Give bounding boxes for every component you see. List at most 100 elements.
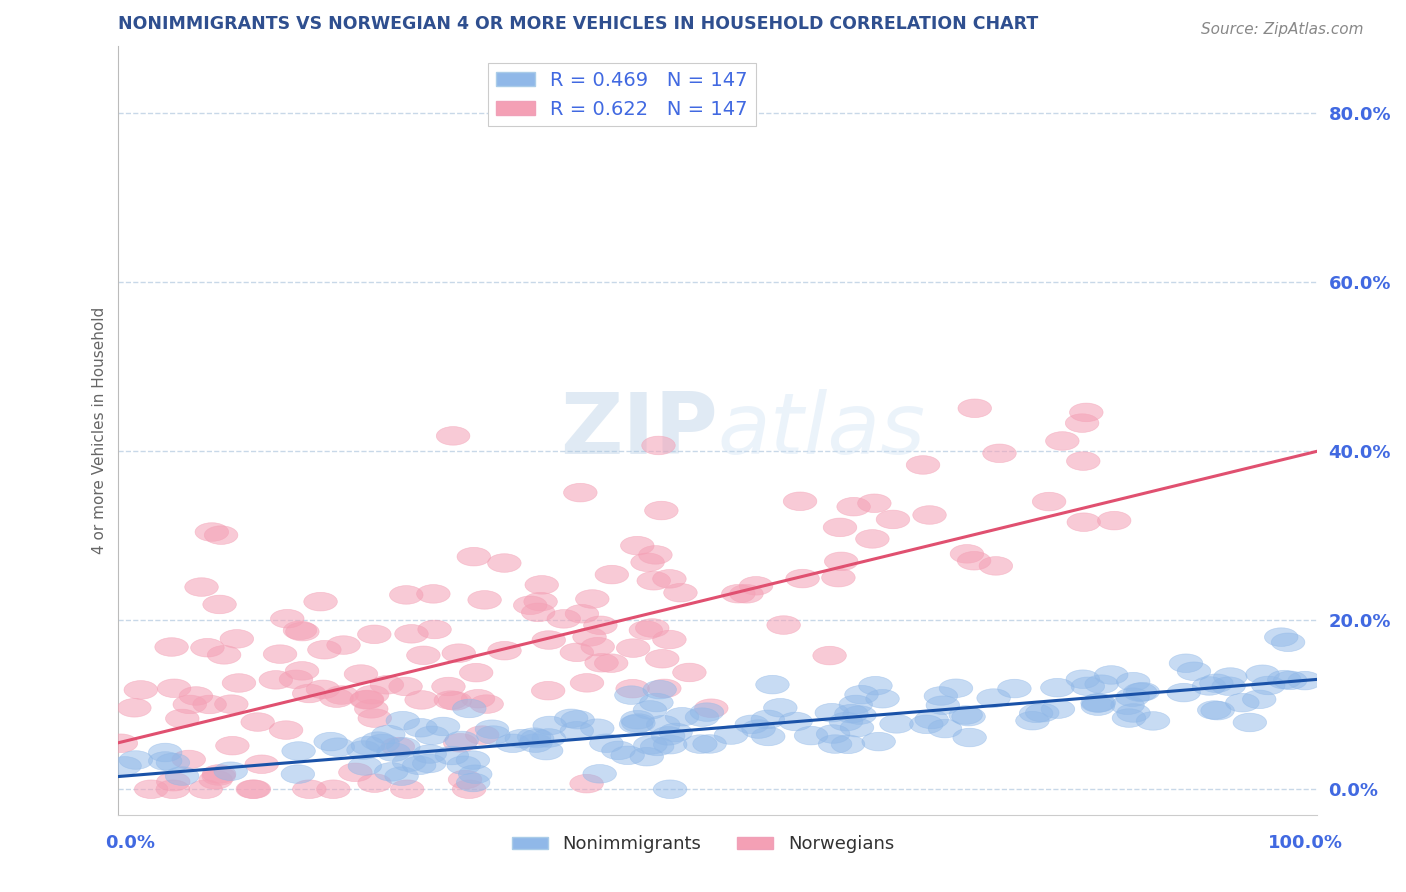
Ellipse shape xyxy=(824,552,858,571)
Ellipse shape xyxy=(350,690,384,709)
Ellipse shape xyxy=(389,677,422,696)
Ellipse shape xyxy=(402,756,436,774)
Ellipse shape xyxy=(565,605,599,624)
Ellipse shape xyxy=(1094,665,1128,684)
Ellipse shape xyxy=(1243,690,1277,708)
Ellipse shape xyxy=(912,506,946,524)
Ellipse shape xyxy=(1066,414,1099,433)
Ellipse shape xyxy=(1288,672,1322,690)
Ellipse shape xyxy=(204,525,238,544)
Ellipse shape xyxy=(270,721,302,739)
Ellipse shape xyxy=(569,774,603,793)
Ellipse shape xyxy=(766,615,800,634)
Ellipse shape xyxy=(436,426,470,445)
Ellipse shape xyxy=(166,767,198,785)
Ellipse shape xyxy=(173,695,207,714)
Ellipse shape xyxy=(583,616,617,634)
Ellipse shape xyxy=(202,767,235,785)
Ellipse shape xyxy=(1246,665,1279,683)
Ellipse shape xyxy=(1032,492,1066,511)
Ellipse shape xyxy=(155,638,188,657)
Text: atlas: atlas xyxy=(718,389,927,472)
Ellipse shape xyxy=(418,620,451,639)
Ellipse shape xyxy=(321,738,354,756)
Ellipse shape xyxy=(357,625,391,644)
Ellipse shape xyxy=(977,689,1011,707)
Ellipse shape xyxy=(381,738,415,756)
Ellipse shape xyxy=(214,762,247,780)
Text: 100.0%: 100.0% xyxy=(1268,834,1343,852)
Ellipse shape xyxy=(285,623,319,641)
Ellipse shape xyxy=(1271,633,1305,651)
Ellipse shape xyxy=(488,554,522,573)
Ellipse shape xyxy=(202,764,236,783)
Ellipse shape xyxy=(751,727,785,746)
Ellipse shape xyxy=(652,570,686,588)
Ellipse shape xyxy=(314,732,347,751)
Ellipse shape xyxy=(616,639,650,657)
Ellipse shape xyxy=(572,628,606,646)
Ellipse shape xyxy=(630,747,664,766)
Ellipse shape xyxy=(465,726,499,745)
Ellipse shape xyxy=(910,715,943,733)
Ellipse shape xyxy=(533,716,567,735)
Ellipse shape xyxy=(1098,511,1130,530)
Ellipse shape xyxy=(475,720,509,739)
Ellipse shape xyxy=(157,679,191,698)
Ellipse shape xyxy=(952,707,986,726)
Ellipse shape xyxy=(1015,712,1049,730)
Ellipse shape xyxy=(1116,673,1150,691)
Ellipse shape xyxy=(831,735,865,754)
Ellipse shape xyxy=(1198,701,1232,719)
Ellipse shape xyxy=(531,681,565,700)
Ellipse shape xyxy=(280,670,312,689)
Ellipse shape xyxy=(815,704,849,722)
Ellipse shape xyxy=(191,639,224,657)
Ellipse shape xyxy=(453,699,486,718)
Ellipse shape xyxy=(783,492,817,510)
Ellipse shape xyxy=(238,780,271,798)
Text: ZIP: ZIP xyxy=(560,389,718,472)
Ellipse shape xyxy=(740,576,773,595)
Ellipse shape xyxy=(285,662,319,681)
Ellipse shape xyxy=(166,709,200,728)
Ellipse shape xyxy=(957,551,991,570)
Ellipse shape xyxy=(730,584,763,603)
Ellipse shape xyxy=(631,553,665,572)
Ellipse shape xyxy=(862,732,896,751)
Ellipse shape xyxy=(983,444,1017,463)
Ellipse shape xyxy=(124,681,157,699)
Ellipse shape xyxy=(415,726,449,745)
Ellipse shape xyxy=(457,548,491,566)
Ellipse shape xyxy=(207,646,240,665)
Ellipse shape xyxy=(1067,451,1099,470)
Ellipse shape xyxy=(620,710,654,729)
Ellipse shape xyxy=(391,780,425,798)
Ellipse shape xyxy=(404,718,437,737)
Ellipse shape xyxy=(120,751,153,769)
Ellipse shape xyxy=(1116,688,1149,706)
Ellipse shape xyxy=(585,654,619,672)
Ellipse shape xyxy=(326,636,360,655)
Text: Source: ZipAtlas.com: Source: ZipAtlas.com xyxy=(1201,22,1364,37)
Ellipse shape xyxy=(389,586,423,604)
Ellipse shape xyxy=(837,498,870,516)
Ellipse shape xyxy=(554,709,588,728)
Ellipse shape xyxy=(1251,676,1285,695)
Ellipse shape xyxy=(1116,704,1150,723)
Ellipse shape xyxy=(245,755,278,773)
Legend: R = 0.469   N = 147, R = 0.622   N = 147: R = 0.469 N = 147, R = 0.622 N = 147 xyxy=(488,63,755,127)
Ellipse shape xyxy=(907,456,939,475)
Ellipse shape xyxy=(924,687,957,706)
Ellipse shape xyxy=(547,609,581,628)
Ellipse shape xyxy=(957,399,991,417)
Ellipse shape xyxy=(259,671,292,690)
Ellipse shape xyxy=(263,645,297,664)
Ellipse shape xyxy=(270,609,304,628)
Ellipse shape xyxy=(998,680,1031,698)
Ellipse shape xyxy=(215,695,247,714)
Ellipse shape xyxy=(602,741,636,760)
Ellipse shape xyxy=(621,714,655,732)
Ellipse shape xyxy=(460,664,494,682)
Ellipse shape xyxy=(928,719,962,738)
